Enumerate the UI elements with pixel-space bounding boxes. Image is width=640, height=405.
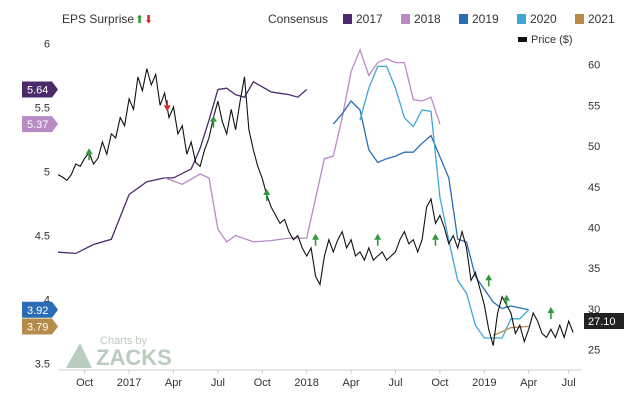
consensus-2017-line: [57, 80, 308, 255]
left-tick-4: 5.5: [35, 102, 50, 114]
right-tick-5: 50: [588, 141, 600, 153]
left-tick-3: 5: [44, 166, 50, 178]
x-tick-11: Jul: [562, 377, 576, 389]
current-price-badge: 27.10: [584, 313, 624, 329]
x-tick-9: 2019: [472, 377, 496, 389]
consensus-label: Consensus: [268, 12, 328, 26]
legend-swatch-1: [401, 14, 410, 24]
x-tick-5: 2018: [294, 377, 318, 389]
zacks-watermark: Charts by ZACKS: [66, 335, 172, 370]
surprise-arrow-2: [209, 115, 217, 122]
left-tick-2: 4.5: [35, 231, 50, 243]
surprise-arrow-8: [503, 294, 511, 301]
x-axis: Oct 2017 Apr Jul Oct 2018 Apr Jul Oct 2019 Apr Jul: [76, 370, 576, 389]
x-tick-3: Jul: [211, 377, 225, 389]
right-tick-4: 45: [588, 182, 600, 194]
up-arrow-icon: ⬆: [135, 14, 144, 26]
eps-badge-0: [22, 81, 58, 98]
right-tick-6: 55: [588, 100, 600, 112]
eps-badge-2: [22, 301, 58, 318]
down-arrow-icon: ⬇: [144, 14, 153, 26]
legend-swatch-4: [575, 14, 584, 24]
eps-badge-value-2: 3.92: [27, 305, 48, 317]
consensus-2020-line: [359, 65, 530, 339]
x-tick-10: Apr: [520, 377, 537, 389]
legend-swatch-3: [517, 14, 526, 24]
left-tick-5: 6: [44, 38, 50, 50]
eps-badges: 5.64 5.37 3.92 3.79: [22, 81, 58, 335]
surprise-arrow-5: [374, 233, 382, 240]
legend-swatch-2: [459, 14, 468, 24]
series-group: [57, 47, 574, 346]
surprise-arrow-0: [85, 148, 93, 155]
eps-badge-value-3: 3.79: [27, 321, 48, 333]
x-tick-1: 2017: [117, 377, 141, 389]
x-tick-2: Apr: [165, 377, 182, 389]
legend-label-1: 2018: [414, 12, 441, 26]
consensus-2021-line: [492, 325, 529, 336]
zacks-logo-icon: [66, 343, 92, 368]
left-tick-0: 3.5: [35, 359, 50, 371]
right-axis: 25 30 35 40 45 50 55 60: [588, 60, 600, 357]
price-legend-label: Price ($): [531, 34, 573, 46]
surprise-arrow-9: [547, 307, 555, 313]
eps-surprise-title: EPS Surprise: [62, 12, 134, 26]
legend-swatch-0: [343, 14, 352, 24]
surprise-arrow-6: [431, 233, 439, 240]
consensus-2019-line: [332, 99, 529, 311]
surprise-markers: [85, 100, 555, 319]
legend-label-4: 2021: [588, 12, 615, 26]
right-tick-2: 35: [588, 263, 600, 275]
x-tick-8: Oct: [431, 377, 448, 389]
price-legend-swatch: [518, 37, 527, 42]
surprise-arrow-3: [263, 188, 271, 195]
surprise-arrow-1: [163, 105, 171, 112]
right-tick-0: 25: [588, 345, 600, 357]
x-tick-6: Apr: [343, 377, 360, 389]
legend-label-0: 2017: [356, 12, 383, 26]
x-tick-4: Oct: [254, 377, 271, 389]
eps-badge-1: [22, 116, 58, 133]
x-tick-7: Jul: [388, 377, 402, 389]
left-tick-1: 4: [44, 295, 50, 307]
watermark-small: Charts by: [100, 335, 148, 347]
price-line: [57, 68, 574, 346]
x-tick-0: Oct: [76, 377, 93, 389]
consensus-2018-line: [164, 47, 441, 243]
left-axis: 3.5 4 4.5 5 5.5 6: [35, 38, 50, 370]
right-tick-7: 60: [588, 60, 600, 72]
right-tick-3: 40: [588, 223, 600, 235]
surprise-arrow-7: [485, 274, 493, 281]
eps-badge-3: [22, 318, 58, 335]
legend: 2017 2018 2019 2020 2021: [343, 12, 615, 26]
legend-label-2: 2019: [472, 12, 499, 26]
eps-badge-value-1: 5.37: [27, 119, 48, 131]
surprise-arrow-4: [312, 233, 320, 240]
current-price-value: 27.10: [588, 316, 616, 328]
legend-label-3: 2020: [530, 12, 557, 26]
watermark-big: ZACKS: [96, 345, 172, 370]
eps-badge-value-0: 5.64: [27, 84, 48, 96]
right-tick-1: 30: [588, 304, 600, 316]
